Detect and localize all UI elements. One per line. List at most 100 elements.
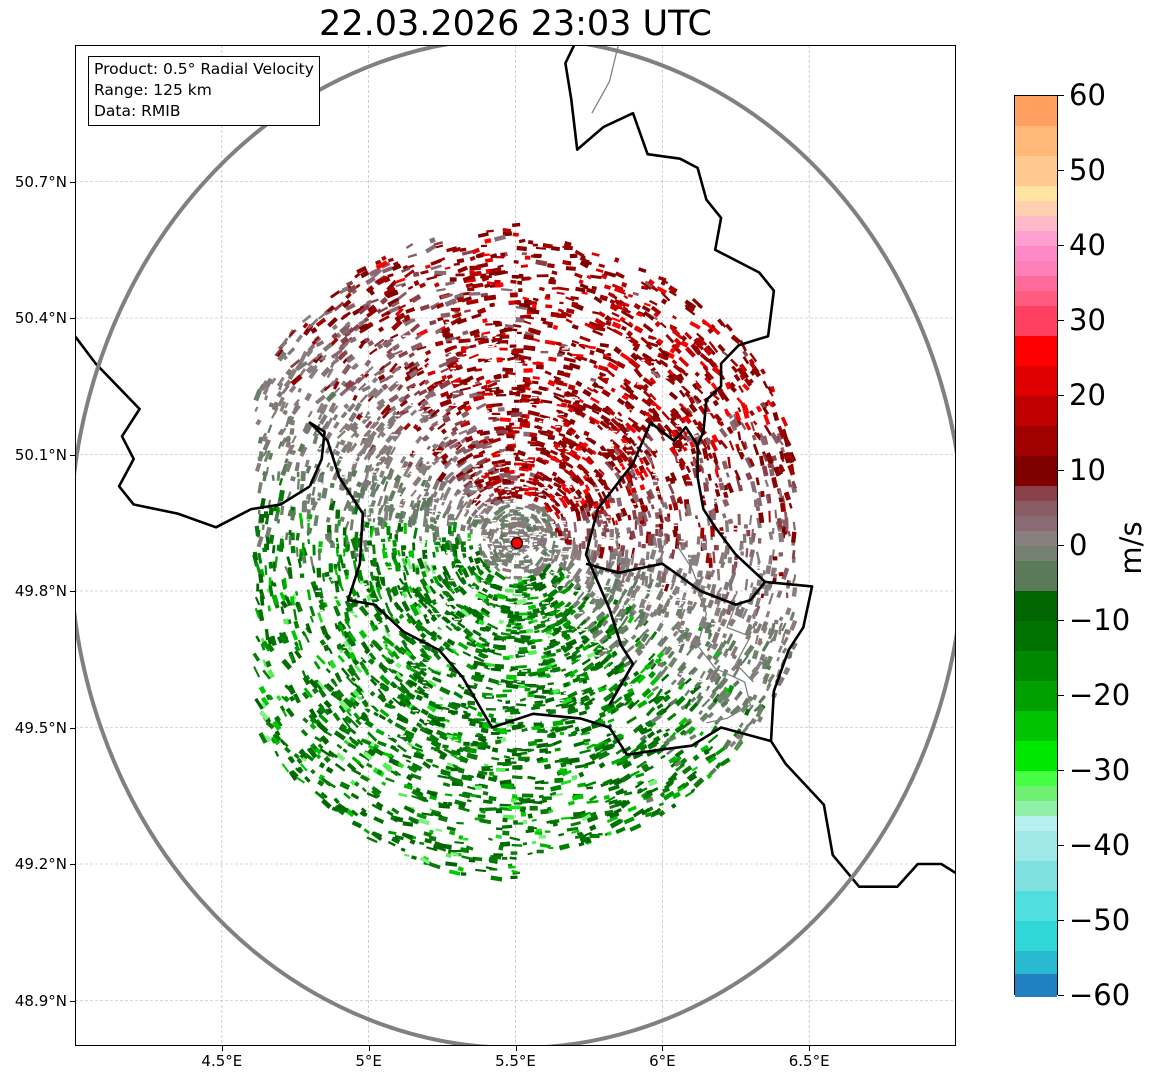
echo-pixel [388,305,402,314]
echo-pixel [424,540,428,548]
echo-pixel [641,543,646,549]
echo-pixel [737,606,746,618]
echo-pixel [527,239,534,245]
echo-pixel [613,257,620,263]
echo-pixel [508,655,514,659]
echo-pixel [616,790,628,796]
echo-pixel [787,530,792,537]
echo-pixel [496,827,503,831]
echo-pixel [419,282,426,289]
echo-pixel [522,363,528,366]
echo-pixel [721,460,729,470]
echo-pixel [766,385,774,394]
echo-pixel [412,563,416,572]
echo-pixel [457,296,465,303]
echo-pixel [706,773,713,780]
echo-pixel [613,548,619,556]
echo-pixel [488,602,497,608]
echo-pixel [410,773,422,781]
echo-pixel [424,362,430,368]
echo-pixel [727,518,734,525]
echo-pixel [551,270,558,276]
echo-pixel [753,499,758,508]
echo-pixel [282,618,289,625]
echo-pixel [532,297,539,302]
echo-pixel [342,527,347,536]
echo-pixel [415,694,424,702]
echo-pixel [375,728,385,736]
echo-pixel [527,410,541,417]
echo-pixel [468,291,481,296]
echo-pixel [772,556,778,561]
echo-pixel [627,514,632,521]
echo-pixel [376,415,382,422]
echo-pixel [318,550,321,561]
echo-pixel [784,511,788,520]
echo-pixel [515,703,527,707]
echo-pixel [596,543,602,553]
echo-pixel [348,696,356,704]
echo-pixel [271,594,280,605]
echo-pixel [520,264,529,268]
echo-pixel [710,510,717,521]
echo-pixel [639,484,646,491]
echo-pixel [442,415,451,424]
echo-pixel [361,699,370,708]
echo-pixel [386,734,398,744]
echo-pixel [586,651,597,659]
echo-pixel [333,595,342,607]
echo-pixel [484,807,497,812]
echo-pixel [504,466,510,472]
echo-pixel [534,831,543,836]
echo-pixel [791,587,798,597]
echo-pixel [440,428,447,435]
echo-pixel [511,761,517,765]
echo-pixel [489,302,496,308]
echo-pixel [716,626,722,633]
echo-pixel [416,602,422,609]
echo-pixel [387,830,397,836]
echo-pixel [255,635,261,643]
echo-pixel [503,607,510,613]
echo-pixel [536,849,544,854]
echo-pixel [252,551,259,561]
echo-pixel [496,693,508,698]
echo-pixel [254,462,262,472]
echo-pixel [442,801,448,806]
echo-pixel [366,587,372,594]
echo-pixel [420,269,429,275]
echo-pixel [607,718,615,724]
echo-pixel [667,483,675,495]
echo-pixel [509,344,517,348]
radar-map[interactable] [75,45,956,1046]
echo-pixel [282,409,288,416]
echo-pixel [654,320,661,328]
echo-pixel [717,343,726,353]
echo-pixel [552,720,564,727]
echo-pixel [461,714,470,720]
echo-pixel [540,399,553,404]
echo-pixel [598,761,606,769]
echo-pixel [415,605,423,615]
echo-pixel [377,495,384,507]
echo-pixel [660,673,670,682]
echo-pixel [445,280,455,286]
echo-pixel [488,492,495,498]
echo-pixel [294,645,301,652]
echo-pixel [358,629,368,639]
echo-pixel [777,645,783,653]
echo-pixel [343,715,353,725]
echo-pixel [354,272,361,279]
echo-pixel [403,564,410,576]
echo-pixel [510,851,518,855]
echo-pixel [411,855,417,860]
echo-pixel [463,741,470,746]
echo-pixel [527,327,535,333]
echo-pixel [363,828,371,835]
echo-pixel [708,553,712,558]
echo-pixel [316,567,322,578]
echo-pixel [660,298,668,305]
radar-map-frame[interactable] [75,45,956,1046]
echo-pixel [579,335,591,343]
echo-pixel [712,399,720,407]
